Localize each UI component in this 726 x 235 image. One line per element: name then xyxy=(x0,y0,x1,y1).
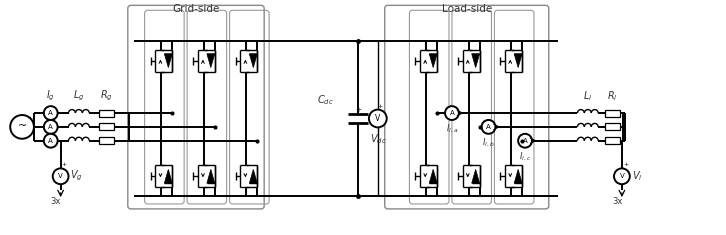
Circle shape xyxy=(53,168,68,184)
Text: +: + xyxy=(27,116,32,121)
Polygon shape xyxy=(514,54,522,68)
Text: +: + xyxy=(377,104,382,109)
Bar xyxy=(99,137,114,144)
Text: $L_g$: $L_g$ xyxy=(73,89,85,103)
Text: Load-side: Load-side xyxy=(441,4,492,14)
Polygon shape xyxy=(207,169,215,183)
Text: V: V xyxy=(375,114,380,123)
Text: A: A xyxy=(486,124,491,130)
Text: $I_{l,c}$: $I_{l,c}$ xyxy=(519,151,531,163)
Text: A: A xyxy=(49,110,53,116)
Text: 3x: 3x xyxy=(612,197,622,206)
Polygon shape xyxy=(164,54,172,68)
Text: $R_l$: $R_l$ xyxy=(607,89,618,103)
Text: $R_g$: $R_g$ xyxy=(100,89,113,103)
Text: 3x: 3x xyxy=(51,197,61,206)
Text: $I_{l,b}$: $I_{l,b}$ xyxy=(482,137,495,149)
Bar xyxy=(99,110,114,117)
Text: $I_{l,a}$: $I_{l,a}$ xyxy=(446,123,458,135)
Circle shape xyxy=(614,168,630,184)
Polygon shape xyxy=(249,169,257,183)
Polygon shape xyxy=(429,54,437,68)
Circle shape xyxy=(10,115,34,139)
Polygon shape xyxy=(514,169,522,183)
Circle shape xyxy=(369,110,387,127)
Circle shape xyxy=(44,106,57,120)
Circle shape xyxy=(518,134,532,148)
Text: ~: ~ xyxy=(17,121,27,131)
Bar xyxy=(605,110,620,117)
Bar xyxy=(605,137,620,144)
Text: $L_l$: $L_l$ xyxy=(583,89,592,103)
Text: +: + xyxy=(623,162,628,167)
Polygon shape xyxy=(472,169,480,183)
Text: +: + xyxy=(355,106,361,113)
Text: $V_l$: $V_l$ xyxy=(632,169,643,183)
Polygon shape xyxy=(429,169,437,183)
Polygon shape xyxy=(249,54,257,68)
Circle shape xyxy=(481,120,495,134)
Text: V: V xyxy=(619,173,624,179)
Circle shape xyxy=(44,120,57,134)
Polygon shape xyxy=(164,169,172,183)
Polygon shape xyxy=(472,54,480,68)
Bar xyxy=(99,123,114,130)
Polygon shape xyxy=(207,54,215,68)
Text: Grid-side: Grid-side xyxy=(172,4,220,14)
Text: $V_g$: $V_g$ xyxy=(70,169,83,184)
Text: A: A xyxy=(49,138,53,144)
Bar xyxy=(605,123,620,130)
Text: V: V xyxy=(58,173,63,179)
Text: A: A xyxy=(49,124,53,130)
Text: $V_{dc}$: $V_{dc}$ xyxy=(370,132,387,146)
Text: +: + xyxy=(62,162,67,167)
Circle shape xyxy=(445,106,459,120)
Text: A: A xyxy=(523,138,527,144)
Text: $I_g$: $I_g$ xyxy=(46,89,55,103)
Text: A: A xyxy=(449,110,454,116)
Circle shape xyxy=(44,134,57,148)
Text: $C_{dc}$: $C_{dc}$ xyxy=(317,93,333,107)
